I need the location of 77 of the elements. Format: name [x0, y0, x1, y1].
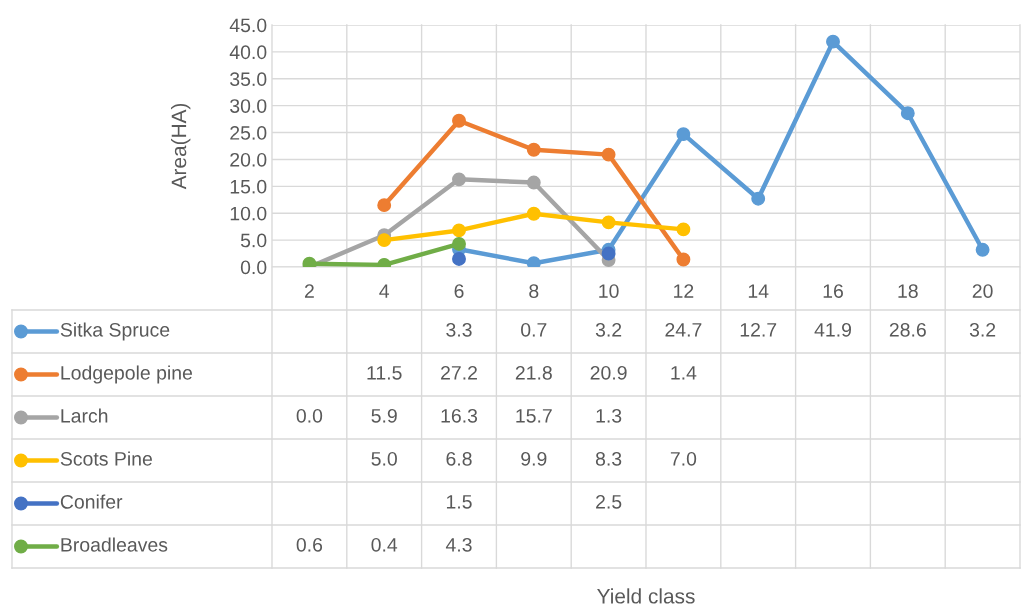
- legend-label: Sitka Spruce: [60, 322, 170, 341]
- y-axis-title: Area(HA): [170, 103, 191, 190]
- legend-label: Conifer: [60, 494, 123, 509]
- data-label: 3.2: [595, 322, 622, 337]
- y-tick-label: 10.0: [230, 206, 267, 221]
- y-tick-label: 40.0: [229, 45, 267, 60]
- x-tick-label: 14: [748, 284, 769, 298]
- data-label: 3.2: [969, 322, 996, 337]
- data-label: 24.7: [665, 322, 702, 337]
- point: [601, 246, 616, 261]
- point: [526, 206, 541, 221]
- point: [676, 127, 691, 142]
- point: [900, 106, 915, 121]
- point: [751, 191, 766, 206]
- data-label: 0.4: [371, 537, 398, 552]
- data-label: 28.6: [889, 322, 926, 337]
- data-label: 1.5: [446, 495, 472, 509]
- data-label: 1.4: [671, 366, 697, 380]
- y-tick-label: 5.0: [240, 233, 267, 248]
- point: [526, 142, 541, 157]
- point: [601, 215, 616, 230]
- point: [452, 251, 466, 266]
- data-label: 0.6: [296, 537, 323, 552]
- data-label: 9.9: [521, 451, 547, 466]
- data-label: 5.9: [371, 408, 397, 423]
- point: [452, 113, 466, 128]
- data-label: 15.7: [516, 409, 552, 423]
- y-tick-label: 25.0: [230, 126, 267, 140]
- point: [452, 172, 466, 187]
- point: [452, 223, 466, 238]
- x-tick-label: 16: [823, 284, 843, 298]
- data-label: 1.3: [596, 408, 622, 423]
- legend-label: Larch: [61, 408, 108, 423]
- y-tick-label: 35.0: [230, 72, 267, 87]
- legend-label: Lodgepole pine: [61, 365, 192, 384]
- point: [377, 198, 392, 213]
- y-tick-label: 20.0: [230, 152, 267, 167]
- x-tick-label: 20: [972, 284, 993, 298]
- point: [377, 233, 392, 248]
- data-label: 5.0: [371, 451, 397, 466]
- data-label: 12.7: [740, 322, 777, 337]
- x-tick-label: 2: [304, 284, 314, 298]
- data-label: 41.9: [814, 322, 851, 337]
- y-tick-label: 15.0: [230, 179, 267, 194]
- point: [526, 256, 541, 267]
- point: [676, 222, 691, 237]
- y-tick-label: 0.0: [240, 260, 267, 275]
- legend-label: Scots Pine: [60, 451, 152, 466]
- data-label: 6.8: [446, 451, 472, 466]
- data-label: 2.5: [596, 494, 622, 509]
- data-label: 27.2: [441, 365, 477, 380]
- data-label: 4.3: [445, 537, 472, 552]
- x-tick-label: 6: [454, 284, 464, 298]
- data-label: 8.3: [595, 451, 622, 466]
- data-label: 3.3: [446, 322, 472, 337]
- y-tick-label: 30.0: [230, 99, 267, 113]
- data-label: 0.0: [296, 408, 323, 423]
- legend-label: Broadleaves: [61, 537, 168, 552]
- text: Yield class: [597, 588, 695, 604]
- point: [826, 34, 840, 49]
- data-label: 0.7: [521, 322, 547, 337]
- point: [676, 252, 691, 267]
- point: [526, 175, 541, 190]
- x-tick-label: 18: [898, 284, 918, 298]
- x-tick-label: 8: [529, 284, 539, 298]
- x-tick-label: 4: [379, 284, 390, 298]
- x-tick-label: 12: [674, 284, 694, 298]
- data-label: 20.9: [590, 365, 627, 380]
- point: [975, 242, 990, 257]
- data-label: 11.5: [367, 366, 402, 380]
- data-label: 21.8: [515, 365, 552, 380]
- point: [601, 147, 616, 162]
- data-label: 16.3: [441, 408, 478, 423]
- x-tick-label: 10: [599, 284, 619, 298]
- point: [452, 236, 466, 251]
- y-tick-label: 45.0: [229, 18, 267, 33]
- data-label: 7.0: [670, 451, 697, 466]
